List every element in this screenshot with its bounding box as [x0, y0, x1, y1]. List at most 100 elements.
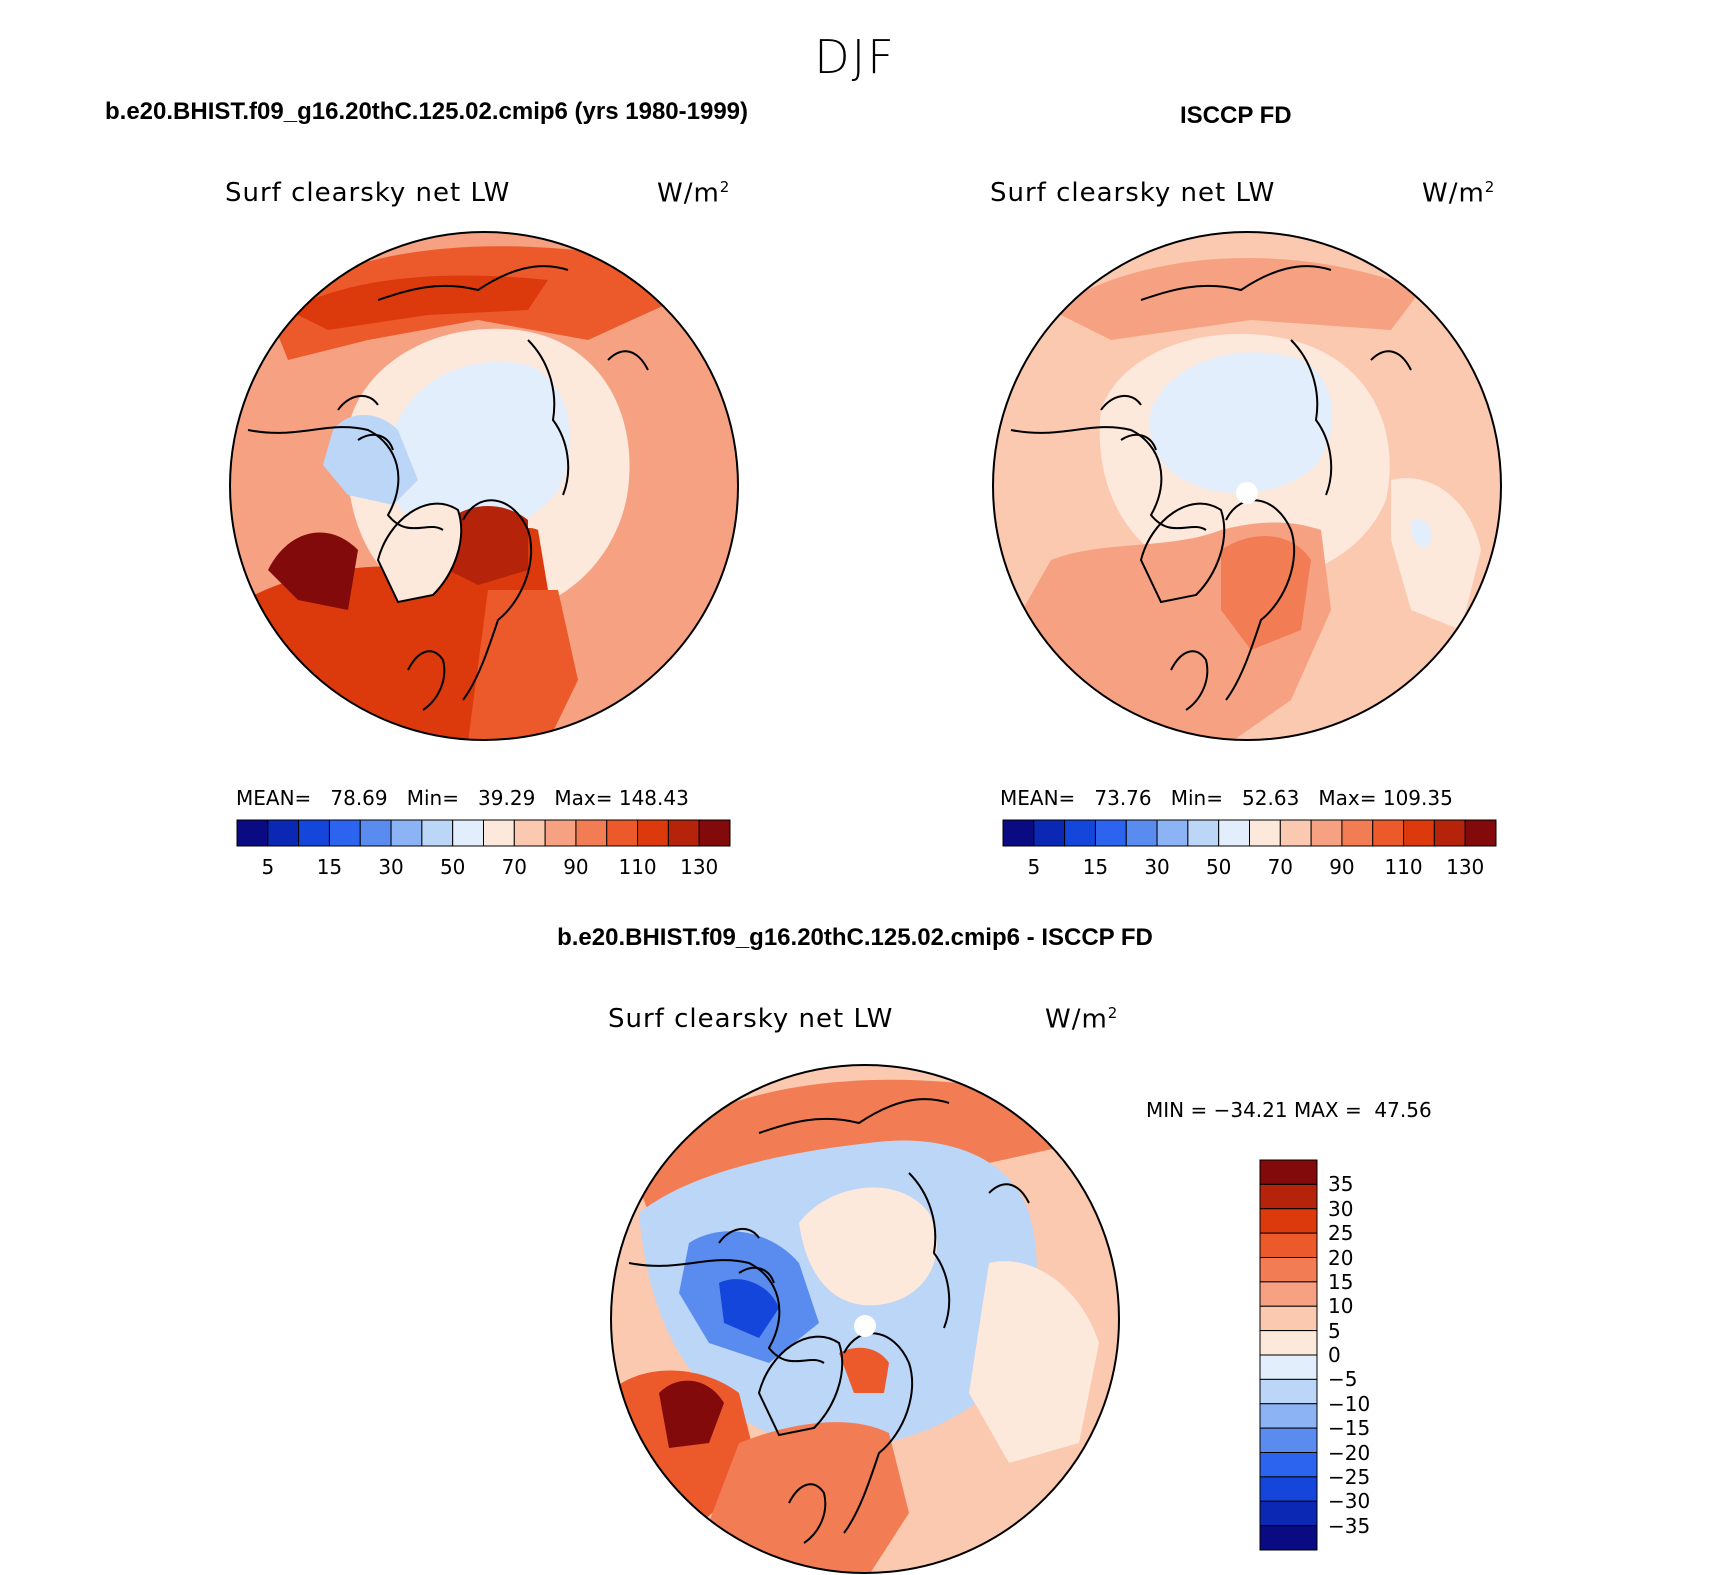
- colorbar-swatch: [1094, 819, 1127, 847]
- colorbar-swatch: [1464, 819, 1497, 847]
- model-region-archipelago: [323, 415, 418, 505]
- obs-panel-title: ISCCP FD: [1180, 102, 1292, 129]
- colorbar-swatch: [1259, 1305, 1318, 1332]
- colorbar-tick-label: 5: [1027, 855, 1041, 879]
- colorbar-tick-label: 110: [1384, 855, 1423, 879]
- model-units-label: W/m2: [657, 178, 731, 209]
- colorbar-swatch: [513, 819, 546, 847]
- colorbar-swatch: [1259, 1452, 1318, 1478]
- season-title: DJF: [814, 30, 896, 84]
- colorbar-swatch: [1187, 819, 1220, 847]
- colorbar-tick-label: 5: [1328, 1318, 1341, 1343]
- model-map-border: [229, 231, 739, 741]
- colorbar-swatch: [1259, 1208, 1318, 1234]
- model-panel-title: b.e20.BHIST.f09_g16.20thC.125.02.cmip6 (…: [105, 98, 749, 125]
- colorbar-tick-label: 130: [680, 855, 719, 879]
- colorbar-swatch: [606, 819, 639, 847]
- obs-region-east-pale: [1391, 478, 1481, 630]
- colorbar-swatch: [1125, 819, 1158, 847]
- colorbar-swatch: [452, 819, 484, 847]
- colorbar-tick-label: 20: [1328, 1245, 1354, 1270]
- colorbar-swatch: [637, 819, 669, 847]
- colorbar-swatch: [1259, 1354, 1318, 1380]
- colorbar-tick-label: 110: [618, 855, 657, 879]
- colorbar-tick-label: −30: [1328, 1489, 1371, 1514]
- colorbar-swatch: [1279, 819, 1312, 847]
- obs-region-cool-patch: [1410, 519, 1432, 548]
- colorbar-tick-label: 35: [1328, 1172, 1354, 1197]
- colorbar-tick-label: −15: [1328, 1416, 1371, 1441]
- colorbar-swatch: [698, 819, 731, 847]
- obs-map: [992, 231, 1502, 741]
- diff-map: [610, 1064, 1120, 1574]
- colorbar-swatch: [298, 819, 330, 847]
- colorbar-swatch: [359, 819, 392, 847]
- colorbar-swatch: [328, 819, 361, 847]
- diff-region-greenland-sea-core: [659, 1380, 724, 1448]
- diff-region-norwegian: [839, 1347, 889, 1393]
- model-map: [229, 231, 739, 741]
- diff-colorbar-labels: 35 30 25 20 15 10 5 0 −5 −10 −15 −20 −25 −30 −35: [1328, 1160, 1388, 1550]
- obs-colorbar-labels: 5 15 30 50 70 90 110 130: [1003, 855, 1496, 879]
- obs-pole-hole: [1236, 482, 1258, 504]
- colorbar-swatch: [1002, 819, 1035, 847]
- diff-coastlines: [628, 1098, 1030, 1544]
- colorbar-swatch: [1249, 819, 1281, 847]
- colorbar-swatch: [1259, 1281, 1318, 1307]
- colorbar-tick-label: −25: [1328, 1464, 1371, 1489]
- colorbar-swatch: [1259, 1500, 1318, 1527]
- colorbar-tick-label: 0: [1328, 1343, 1341, 1367]
- colorbar-swatch: [483, 819, 515, 847]
- model-colorbar-labels: 5 15 30 50 70 90 110 130: [237, 855, 730, 879]
- colorbar-tick-label: 50: [439, 855, 466, 879]
- colorbar-swatch: [421, 819, 454, 847]
- diff-minmax: MIN = −34.21 MAX = 47.56: [1146, 1098, 1432, 1122]
- colorbar-swatch: [1259, 1257, 1318, 1283]
- obs-region-arctic-ocean: [1149, 352, 1333, 494]
- obs-variable-label: Surf clearsky net LW: [990, 178, 1276, 208]
- colorbar-swatch: [1259, 1232, 1318, 1258]
- model-colorbar: [236, 819, 731, 847]
- obs-units-label: W/m2: [1422, 178, 1496, 209]
- diff-units-label: W/m2: [1045, 1004, 1119, 1035]
- obs-map-border: [992, 231, 1502, 741]
- model-stats: MEAN= 78.69 Min= 39.29 Max= 148.43: [236, 786, 689, 810]
- diff-pole-hole: [854, 1315, 876, 1337]
- colorbar-swatch: [1218, 819, 1250, 847]
- model-region-arctic-ocean: [387, 361, 571, 538]
- obs-colorbar: [1002, 819, 1497, 847]
- obs-coastlines: [1010, 265, 1412, 711]
- colorbar-swatch: [1259, 1403, 1318, 1429]
- colorbar-swatch: [236, 819, 269, 847]
- colorbar-swatch: [544, 819, 577, 847]
- colorbar-tick-label: 50: [1205, 855, 1232, 879]
- colorbar-swatch: [1156, 819, 1189, 847]
- colorbar-tick-label: −10: [1328, 1391, 1371, 1416]
- obs-region-nordic-warm: [1221, 536, 1311, 650]
- colorbar-swatch: [575, 819, 608, 847]
- colorbar-tick-label: 15: [316, 855, 343, 879]
- colorbar-tick-label: 25: [1328, 1221, 1354, 1246]
- diff-colorbar: [1259, 1159, 1318, 1551]
- colorbar-tick-label: −35: [1328, 1513, 1371, 1538]
- colorbar-swatch: [1341, 819, 1374, 847]
- colorbar-swatch: [1310, 819, 1343, 847]
- colorbar-swatch: [1259, 1378, 1318, 1405]
- diff-region-east-pale: [969, 1261, 1099, 1463]
- diff-variable-label: Surf clearsky net LW: [608, 1004, 894, 1034]
- model-coastlines: [247, 265, 649, 711]
- diff-region-central-warm: [799, 1187, 937, 1306]
- model-region-greenland-sea: [268, 532, 358, 610]
- colorbar-tick-label: 15: [1328, 1269, 1354, 1294]
- model-region-eurasia-core: [288, 275, 548, 330]
- colorbar-tick-label: 15: [1082, 855, 1109, 879]
- colorbar-swatch: [1064, 819, 1096, 847]
- colorbar-swatch: [1433, 819, 1466, 847]
- obs-stats: MEAN= 73.76 Min= 52.63 Max= 109.35: [1000, 786, 1453, 810]
- colorbar-swatch: [1259, 1525, 1318, 1551]
- colorbar-swatch: [1259, 1159, 1318, 1185]
- diff-region-atlantic: [689, 1422, 909, 1573]
- colorbar-tick-label: 70: [501, 855, 528, 879]
- colorbar-tick-label: 30: [378, 855, 404, 879]
- colorbar-swatch: [390, 819, 423, 847]
